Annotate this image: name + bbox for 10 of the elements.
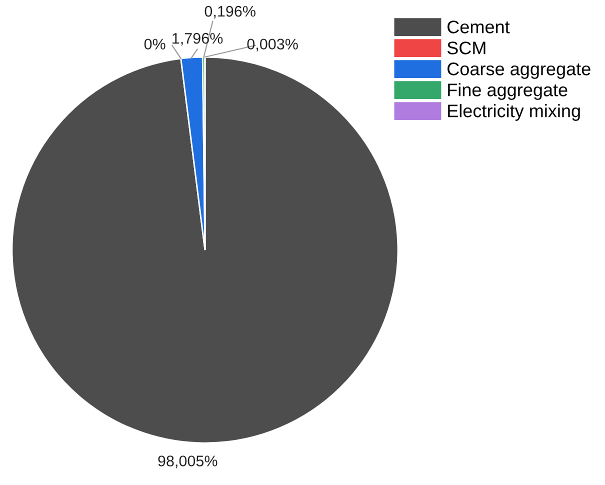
- text: 0%: [144, 38, 166, 50]
- legend-label: Coarse aggregate: [448, 62, 590, 79]
- legend-label: Electricity mixing: [448, 104, 580, 121]
- legend-label: Cement: [448, 20, 510, 34]
- data-label: 98,005%: [158, 456, 218, 468]
- legend-label: SCM: [447, 42, 486, 54]
- data-label: 0,003%: [247, 38, 298, 52]
- data-label: 0,196%: [204, 6, 256, 19]
- data-label: 1,796%: [172, 32, 223, 46]
- legend-label: Fine aggregate: [448, 83, 568, 100]
